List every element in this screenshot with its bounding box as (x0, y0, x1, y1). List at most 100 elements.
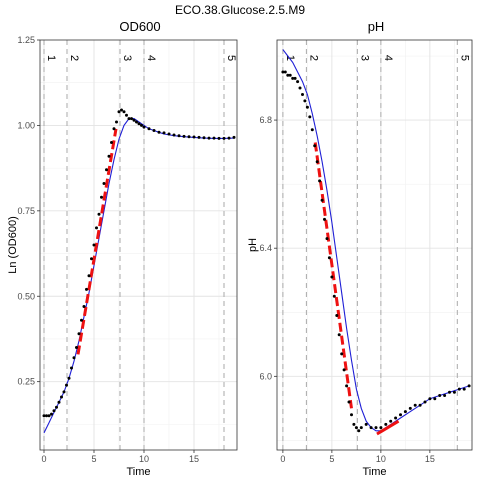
y-tick-label: 1.25 (17, 35, 35, 45)
data-point (102, 182, 106, 185)
y-tick-label: 6.4 (259, 243, 272, 253)
data-point (97, 212, 101, 216)
data-point (142, 125, 146, 129)
y-tick-label: 6.0 (259, 371, 272, 381)
phase-label-4: 4 (145, 55, 157, 61)
phase-label-2: 2 (307, 55, 319, 61)
data-point (157, 130, 161, 134)
x-tick-label: 5 (329, 454, 334, 464)
phase-label-4: 4 (382, 55, 394, 61)
x-tick-label: 15 (425, 454, 435, 464)
data-point (80, 318, 83, 322)
data-point (47, 414, 51, 418)
panel-od600: OD600 1 2 3 4 5 0 5 10 15 0.25 0.50 0.75 1.00 1.25 T… (7, 19, 238, 478)
regression-segment (76, 128, 118, 355)
phase-label-5: 5 (225, 55, 237, 61)
data-point (112, 127, 116, 131)
data-point (130, 117, 133, 121)
data-point (57, 400, 61, 404)
x-axis-label-od600: Time (126, 466, 150, 478)
data-point (147, 127, 151, 131)
data-point (467, 384, 471, 388)
data-point (192, 135, 196, 139)
data-point (418, 403, 422, 407)
data-point (359, 426, 363, 430)
data-point (298, 86, 302, 90)
data-point (90, 257, 93, 261)
data-point (318, 179, 322, 183)
data-point (286, 73, 290, 77)
x-tick-label: 5 (91, 454, 96, 464)
data-point (327, 256, 331, 260)
data-point (62, 390, 66, 394)
data-point (120, 108, 123, 112)
data-point (345, 384, 349, 388)
data-point (389, 419, 393, 423)
x-axis-label-ph: Time (362, 466, 386, 478)
data-point (172, 133, 176, 137)
data-point (152, 129, 156, 132)
data-point (347, 400, 351, 404)
grid-ph (277, 40, 472, 450)
plot-border-ph (276, 39, 473, 451)
data-point (303, 99, 307, 103)
data-point (433, 397, 437, 401)
data-point (207, 136, 211, 140)
data-point (162, 131, 166, 135)
data-points-ph (281, 70, 471, 433)
data-point (408, 406, 412, 410)
data-point (357, 429, 361, 433)
data-point (45, 414, 48, 418)
phase-label-3: 3 (358, 55, 370, 61)
growth-segment-ph (313, 142, 400, 436)
data-point (364, 422, 368, 426)
data-point (140, 123, 143, 127)
ticks-od600: 0 5 10 15 0.25 0.50 0.75 1.00 1.25 (17, 35, 199, 464)
data-point (125, 113, 128, 117)
data-point (87, 274, 91, 278)
x-tick-label: 10 (139, 454, 149, 464)
data-point (135, 120, 138, 124)
data-point (296, 80, 300, 84)
data-point (72, 356, 76, 360)
data-point (291, 76, 295, 80)
data-point (82, 305, 86, 308)
data-point (202, 136, 206, 140)
phase-label-1: 1 (45, 55, 57, 61)
regression-segment (313, 142, 353, 409)
phase-label-5: 5 (458, 55, 470, 61)
phase-label-2: 2 (68, 55, 80, 61)
data-point (115, 120, 118, 124)
x-tick-label: 10 (376, 454, 386, 464)
y-tick-label: 0.50 (17, 291, 35, 301)
data-point (308, 115, 312, 119)
data-point (335, 314, 339, 317)
data-point (330, 275, 334, 279)
data-point (288, 73, 292, 77)
data-point (177, 134, 181, 138)
data-point (227, 136, 231, 140)
data-point (452, 390, 456, 394)
data-points-od600 (42, 108, 236, 418)
data-point (127, 117, 131, 121)
grid-od600 (40, 40, 237, 450)
data-point (55, 405, 58, 409)
data-point (448, 390, 451, 394)
data-point (462, 387, 466, 391)
data-point (50, 412, 53, 416)
y-axis-label-od600: Ln (OD600) (7, 216, 19, 273)
data-point (384, 422, 388, 426)
data-point (293, 76, 297, 80)
data-point (423, 400, 427, 404)
data-point (313, 144, 317, 148)
y-tick-label: 0.75 (17, 206, 35, 216)
x-tick-label: 15 (189, 454, 199, 464)
panel-title-od600: OD600 (119, 19, 160, 34)
data-point (105, 168, 108, 172)
data-point (281, 70, 285, 74)
data-point (457, 387, 461, 391)
plot-area-od600 (40, 40, 237, 450)
figure-title: ECO.38.Glucose.2.5.M9 (175, 3, 305, 17)
data-point (323, 217, 326, 221)
